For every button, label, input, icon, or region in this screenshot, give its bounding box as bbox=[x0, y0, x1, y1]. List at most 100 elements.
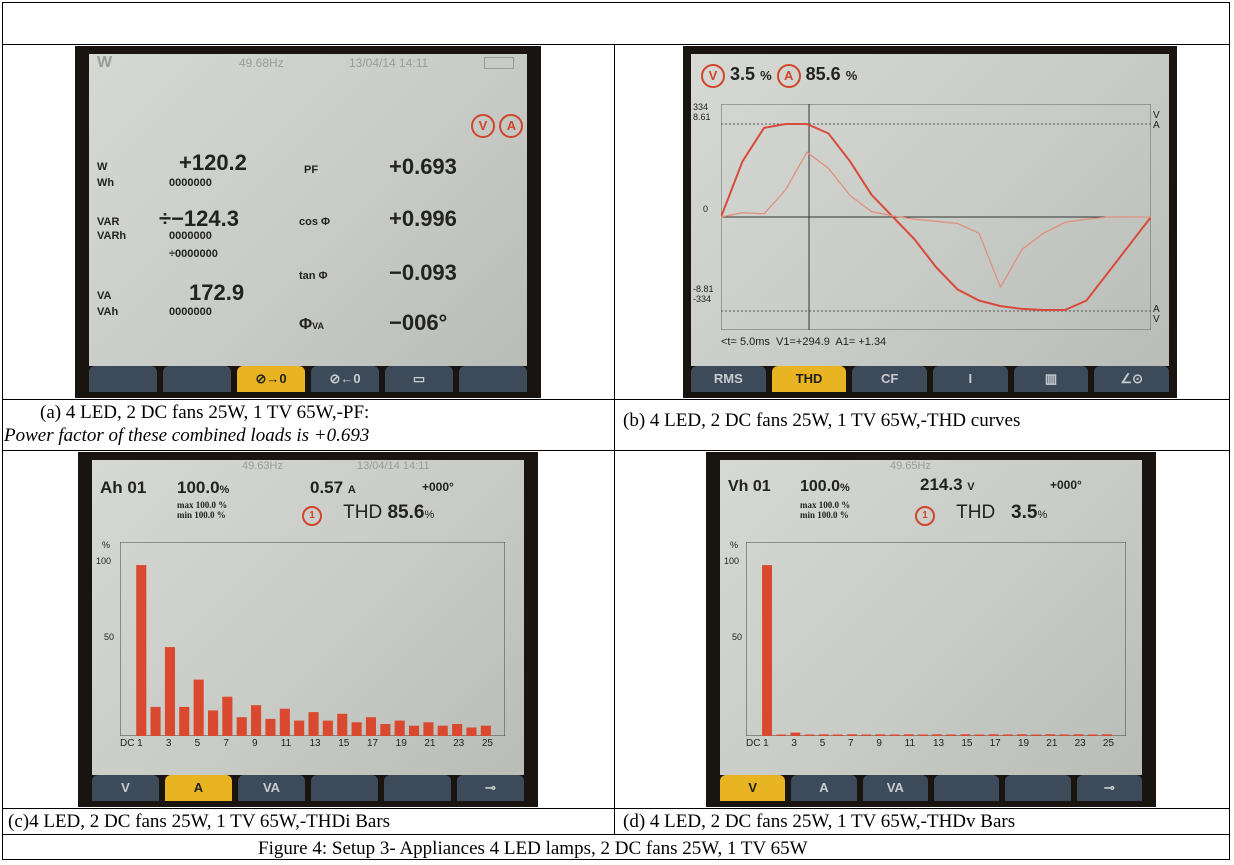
phi-subscript: VA bbox=[312, 321, 324, 331]
unit: % bbox=[1037, 509, 1048, 521]
unit: V bbox=[967, 481, 975, 493]
voltage-badge: V bbox=[701, 64, 725, 88]
v1-readout: V1=+294.9 bbox=[776, 336, 830, 348]
softkey: VA bbox=[862, 775, 928, 801]
harmonic-percent: 100.0% bbox=[177, 478, 229, 498]
softkey: V bbox=[92, 775, 159, 801]
row-label: W bbox=[97, 161, 108, 173]
row-label: VA bbox=[97, 290, 112, 302]
harmonic-bar bbox=[804, 734, 815, 736]
channel-badges: V A bbox=[471, 114, 524, 138]
harmonic-bar bbox=[179, 706, 190, 736]
y-tick: 0 bbox=[703, 204, 709, 214]
table-rule bbox=[2, 808, 1230, 809]
harmonic-bar bbox=[818, 734, 829, 736]
current-badge: A bbox=[776, 64, 801, 88]
unit: % bbox=[424, 509, 435, 521]
harmonic-bar bbox=[988, 734, 999, 736]
rms-value: 214.3 V bbox=[920, 475, 975, 495]
harmonic-bar bbox=[1102, 734, 1112, 736]
y-tick: % bbox=[102, 540, 111, 550]
max-readout: max 100.0 % bbox=[800, 500, 851, 510]
y-tick: 8.61 bbox=[693, 112, 711, 122]
x-tick: 25 bbox=[481, 738, 493, 749]
table-rule bbox=[2, 44, 1230, 45]
harmonic-bar bbox=[1031, 734, 1042, 736]
harmonic-bar bbox=[322, 720, 333, 736]
y-tick: -8.81 bbox=[693, 284, 714, 294]
softkey-bar: ⊘→0 ⊘←0 ▭ bbox=[89, 366, 527, 392]
phase-value: +000° bbox=[422, 480, 454, 494]
harmonic-bar bbox=[409, 725, 420, 736]
harmonic-bar bbox=[452, 724, 463, 736]
y-tick: -334 bbox=[693, 294, 712, 304]
phase-angle-value: −006° bbox=[389, 310, 448, 335]
x-tick: DC bbox=[746, 738, 761, 749]
harmonic-bar bbox=[351, 722, 362, 736]
harmonic-bar bbox=[466, 727, 477, 736]
y-tick: 50 bbox=[732, 632, 743, 642]
y-tick-right: V bbox=[1153, 314, 1160, 325]
reactive-energy-value: 0000000 bbox=[169, 230, 212, 242]
thd-value: 85.6 bbox=[387, 502, 425, 523]
harmonic-percent: 100.0% bbox=[800, 478, 850, 496]
reactive-power-value: ÷−124.3 bbox=[159, 206, 239, 231]
softkey: A bbox=[791, 775, 857, 801]
x-tick: 1 bbox=[137, 738, 143, 749]
frequency-readout: 49.65Hz bbox=[890, 460, 931, 472]
thdi-bar-chart bbox=[120, 542, 505, 736]
caption-b: (b) 4 LED, 2 DC fans 25W, 1 TV 65W,-THD … bbox=[623, 410, 1021, 431]
row-label: VAR bbox=[97, 216, 120, 228]
row-label: tan Φ bbox=[299, 270, 328, 282]
harmonic-bar bbox=[164, 647, 175, 736]
x-tick: DC bbox=[120, 738, 135, 749]
caption-c: (c)4 LED, 2 DC fans 25W, 1 TV 65W,-THDi … bbox=[8, 811, 391, 832]
harmonic-bar bbox=[394, 720, 405, 736]
x-tick: 21 bbox=[424, 738, 436, 749]
cursor-readout: <t= 5.0ms V1=+294.9 A1= +1.34 bbox=[721, 336, 886, 348]
softkey bbox=[933, 775, 1000, 801]
row-label: VARh bbox=[97, 230, 127, 242]
datetime-readout: 13/04/14 14:11 bbox=[357, 460, 430, 472]
softkey bbox=[89, 366, 157, 392]
harmonic-bar bbox=[1017, 734, 1027, 736]
row-label: PF bbox=[304, 164, 319, 176]
harmonic-bar bbox=[832, 734, 843, 736]
x-tick: 3 bbox=[791, 738, 797, 749]
frequency-readout: 49.63Hz bbox=[242, 460, 283, 472]
panel-d-photo: 49.65Hz Vh 01 100.0% 214.3 V +000° max 1… bbox=[706, 452, 1156, 807]
plot-frame bbox=[746, 542, 1126, 736]
harmonic-bar bbox=[1002, 734, 1013, 736]
rms-value: 0.57 A bbox=[310, 478, 356, 498]
x-tick: 11 bbox=[280, 738, 292, 749]
softkey-active: A bbox=[165, 775, 232, 801]
a1-readout: A1= +1.34 bbox=[835, 336, 887, 348]
softkey: Ι bbox=[933, 366, 1008, 392]
softkey: ⊘←0 bbox=[311, 366, 379, 392]
unit: % bbox=[845, 68, 858, 83]
harmonic-bar bbox=[265, 718, 276, 736]
unit: % bbox=[840, 482, 850, 494]
tan-phi-value: −0.093 bbox=[389, 260, 457, 285]
active-power-value: +120.2 bbox=[179, 150, 247, 175]
x-axis-ticks: DC 1 3 5 7 9 11 13 15 17 19 21 23 25 bbox=[746, 738, 1126, 752]
voltage-thd-value: 3.5 bbox=[730, 64, 756, 84]
table-rule bbox=[2, 450, 1230, 451]
harmonic-bar bbox=[932, 734, 942, 736]
harmonic-bar bbox=[208, 710, 219, 736]
datetime-readout: 13/04/14 14:11 bbox=[349, 56, 429, 70]
harmonic-bar bbox=[423, 722, 434, 736]
unit: % bbox=[219, 484, 230, 496]
table-rule bbox=[2, 399, 1230, 400]
panel-b-screen: V 3.5 % A 85.6 % 334 8.61 0 -8.81 -334 V… bbox=[691, 54, 1169, 366]
softkey bbox=[1005, 775, 1071, 801]
softkey bbox=[459, 366, 527, 392]
harmonic-bar bbox=[294, 720, 305, 736]
voltage-series bbox=[721, 123, 1151, 311]
current-series bbox=[721, 151, 1151, 289]
x-tick: 13 bbox=[309, 738, 321, 749]
x-tick: 15 bbox=[961, 738, 973, 749]
harmonic-label: Ah 01 bbox=[100, 478, 147, 497]
percent-value: 100.0 bbox=[177, 478, 220, 497]
